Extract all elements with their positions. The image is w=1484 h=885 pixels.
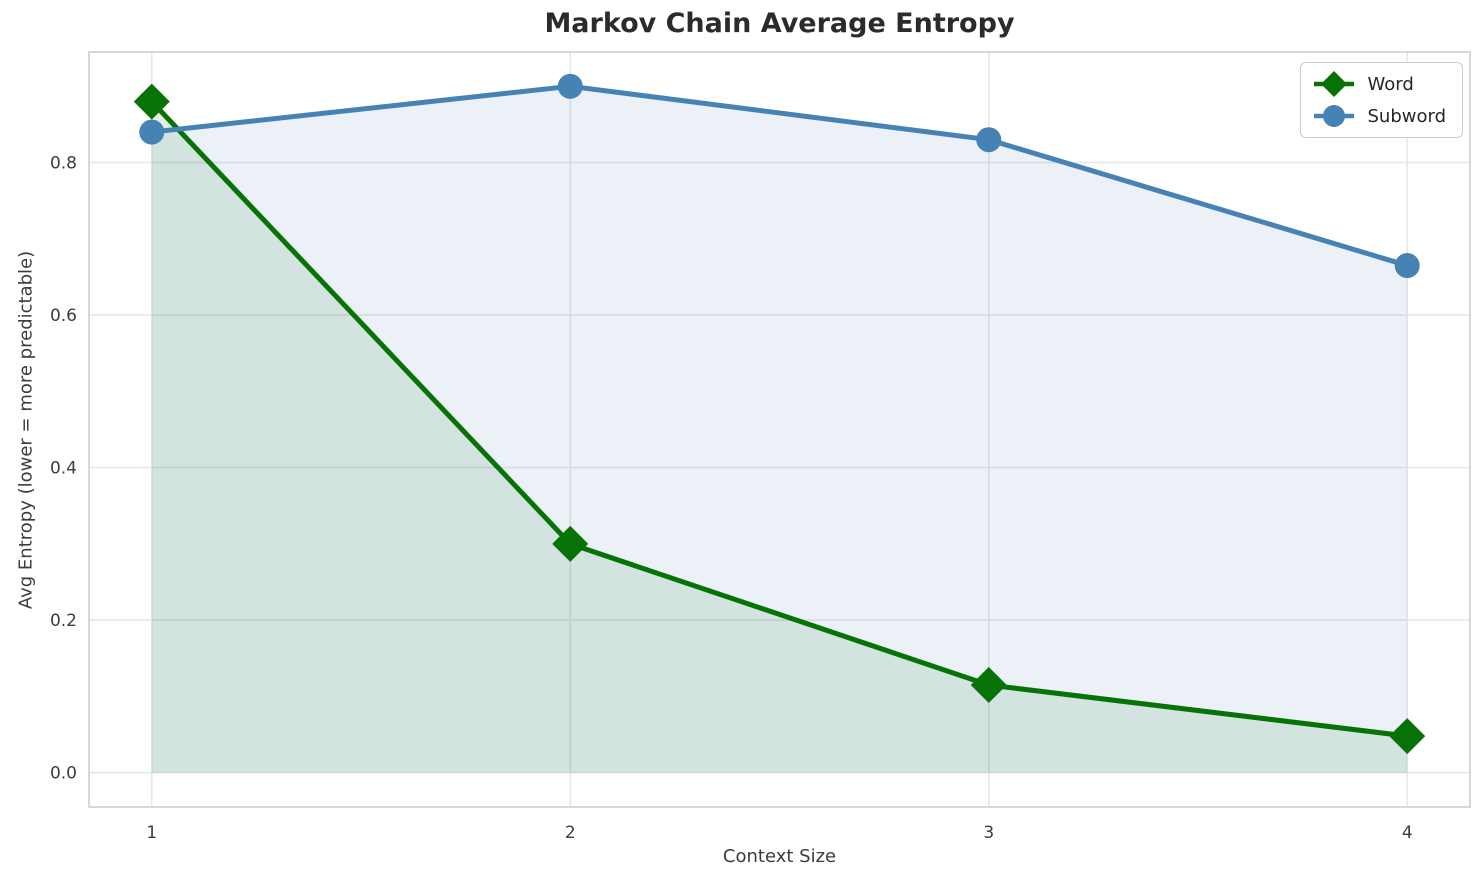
- marker-subword-4: [1394, 253, 1420, 279]
- x-tick-label: 4: [1402, 823, 1413, 843]
- x-axis-label: Context Size: [722, 846, 837, 867]
- marker-subword-1: [139, 119, 165, 145]
- x-tick-label: 1: [146, 823, 157, 843]
- y-tick-label: 0.2: [50, 611, 77, 631]
- series-fill-word: [151, 101, 1408, 773]
- marker-word-4: [1389, 718, 1426, 755]
- x-tick-label: 2: [565, 823, 576, 843]
- legend-label-subword: Subword: [1367, 105, 1446, 127]
- marker-word-1: [133, 83, 170, 120]
- series-line-subword: [151, 83, 1408, 268]
- y-tick-label: 0.6: [50, 306, 77, 326]
- legend: Word Subword: [1300, 62, 1463, 138]
- series-fill-subword: [151, 86, 1408, 773]
- legend-item-word: Word: [1311, 69, 1446, 99]
- marker-word-2: [552, 525, 589, 562]
- y-tick-label: 0.4: [50, 459, 77, 479]
- subword-circle-icon: [1314, 105, 1355, 127]
- plot-border: [88, 51, 1471, 808]
- chart-title: Markov Chain Average Entropy: [544, 8, 1015, 39]
- x-tick-label: 3: [983, 823, 994, 843]
- legend-item-subword: Subword: [1311, 101, 1446, 131]
- legend-label-word: Word: [1367, 73, 1414, 95]
- marker-subword-3: [976, 127, 1002, 153]
- y-tick-label: 0.8: [50, 154, 77, 174]
- y-tick-label: 0.0: [50, 764, 77, 784]
- marker-word-3: [970, 666, 1007, 703]
- marker-subword-2: [557, 73, 583, 99]
- y-axis-label: Avg Entropy (lower = more predictable): [15, 250, 37, 610]
- word-diamond-icon: [1314, 71, 1355, 97]
- series-line-word: [149, 99, 1408, 739]
